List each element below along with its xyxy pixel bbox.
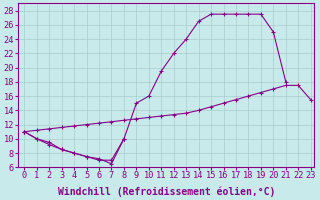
X-axis label: Windchill (Refroidissement éolien,°C): Windchill (Refroidissement éolien,°C) bbox=[58, 186, 275, 197]
